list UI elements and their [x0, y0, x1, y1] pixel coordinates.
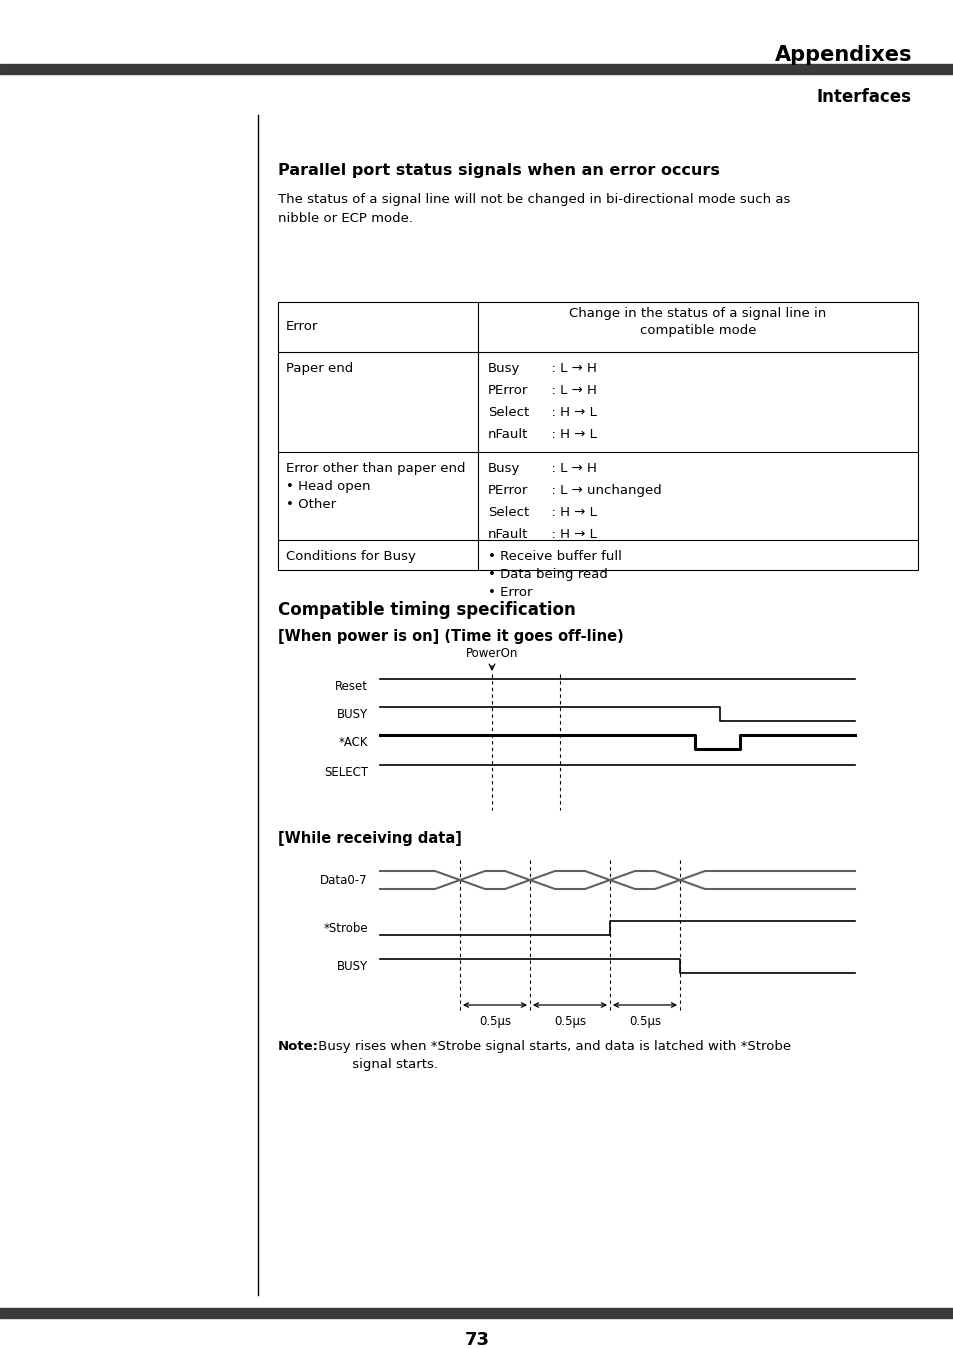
- Text: Select: Select: [488, 406, 529, 419]
- Text: • Data being read: • Data being read: [488, 568, 607, 581]
- Text: BUSY: BUSY: [336, 708, 368, 720]
- Text: [While receiving data]: [While receiving data]: [277, 830, 461, 845]
- Text: Parallel port status signals when an error occurs: Parallel port status signals when an err…: [277, 163, 720, 178]
- Text: *Strobe: *Strobe: [323, 922, 368, 934]
- Text: The status of a signal line will not be changed in bi-directional mode such as
n: The status of a signal line will not be …: [277, 193, 789, 225]
- Text: Busy rises when *Strobe signal starts, and data is latched with *Strobe
        : Busy rises when *Strobe signal starts, a…: [314, 1041, 790, 1072]
- Text: PError: PError: [488, 484, 528, 497]
- Text: Busy: Busy: [488, 363, 519, 375]
- Text: : H → L: : H → L: [542, 429, 597, 441]
- Text: Change in the status of a signal line in
compatible mode: Change in the status of a signal line in…: [569, 307, 825, 337]
- Text: 0.5μs: 0.5μs: [478, 1015, 511, 1029]
- Bar: [0, 1308, 953, 1318]
- Text: : H → L: : H → L: [542, 528, 597, 541]
- Text: • Head open: • Head open: [286, 480, 370, 493]
- Text: : L → H: : L → H: [542, 462, 597, 474]
- Bar: [277, 302, 917, 570]
- Text: • Other: • Other: [286, 497, 335, 511]
- Text: Error other than paper end: Error other than paper end: [286, 462, 465, 474]
- Text: nFault: nFault: [488, 429, 528, 441]
- Text: • Error: • Error: [488, 586, 532, 599]
- Text: SELECT: SELECT: [323, 766, 368, 779]
- Text: Interfaces: Interfaces: [816, 88, 911, 106]
- Text: [When power is on] (Time it goes off-line): [When power is on] (Time it goes off-lin…: [277, 628, 623, 643]
- Text: Reset: Reset: [335, 679, 368, 693]
- Text: Select: Select: [488, 506, 529, 519]
- Text: Appendixes: Appendixes: [774, 44, 911, 65]
- Text: Conditions for Busy: Conditions for Busy: [286, 550, 416, 563]
- Text: PowerOn: PowerOn: [465, 647, 517, 661]
- Text: Data0-7: Data0-7: [320, 874, 368, 887]
- Text: : L → H: : L → H: [542, 363, 597, 375]
- Text: Error: Error: [286, 321, 318, 333]
- Text: PError: PError: [488, 384, 528, 398]
- Text: : L → unchanged: : L → unchanged: [542, 484, 661, 497]
- Text: : H → L: : H → L: [542, 506, 597, 519]
- Text: BUSY: BUSY: [336, 960, 368, 972]
- Text: : L → H: : L → H: [542, 384, 597, 398]
- Text: Paper end: Paper end: [286, 363, 353, 375]
- Text: nFault: nFault: [488, 528, 528, 541]
- Text: Note:: Note:: [277, 1041, 318, 1053]
- Text: 0.5μs: 0.5μs: [554, 1015, 585, 1029]
- Text: Compatible timing specification: Compatible timing specification: [277, 601, 576, 619]
- Text: 73: 73: [464, 1330, 489, 1348]
- Text: Busy: Busy: [488, 462, 519, 474]
- Text: 0.5μs: 0.5μs: [628, 1015, 660, 1029]
- Text: • Receive buffer full: • Receive buffer full: [488, 550, 621, 563]
- Text: *ACK: *ACK: [338, 736, 368, 748]
- Bar: [0, 63, 953, 74]
- Text: : H → L: : H → L: [542, 406, 597, 419]
